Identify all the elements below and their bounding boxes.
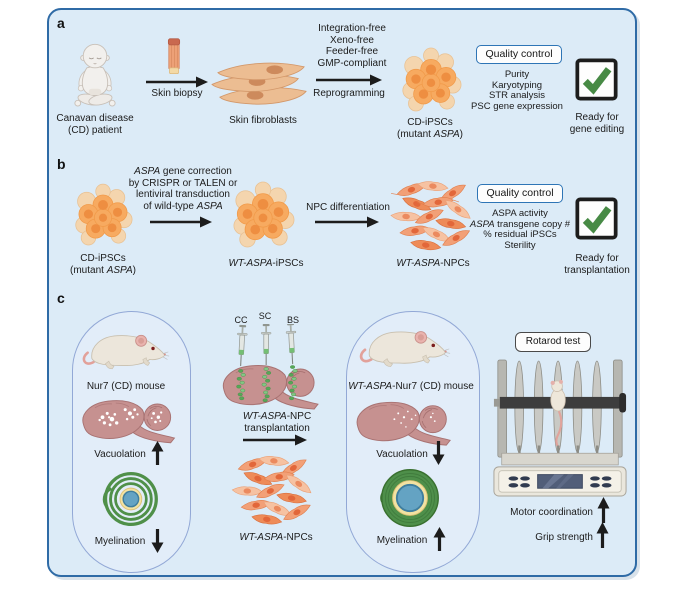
biopsy-punch-icon xyxy=(165,38,183,76)
vacuolated-brain-icon xyxy=(76,396,182,446)
transplantation-arrow-icon xyxy=(243,434,307,446)
wt-aspa-npc-cells-icon-c xyxy=(226,452,320,530)
loose-myelin-icon xyxy=(101,470,159,528)
injection-site-bs-label: BS xyxy=(286,315,299,325)
cd-ipsc-colony-icon xyxy=(400,47,462,113)
brain-injection-icon xyxy=(212,324,334,412)
checkmark-icon-b xyxy=(575,197,618,240)
arrow-up-icon-2 xyxy=(433,527,446,551)
checkmark-icon xyxy=(575,58,618,101)
wt-aspa-nur7-mouse-caption: WT-ASPA-Nur7 (CD) mouse xyxy=(348,381,474,392)
wt-aspa-npc-cells-icon xyxy=(390,177,474,256)
arrow-down-icon-2 xyxy=(432,441,445,465)
quality-control-box-b: Quality control xyxy=(477,184,563,203)
wt-aspa-ipsc-caption: WT-ASPA-iPSCs xyxy=(228,258,304,269)
quality-control-list-b: ASPA activity ASPA transgene copy # % re… xyxy=(469,208,571,251)
cd-ipsc-caption-b: CD-iPSCs (mutant ASPA) xyxy=(70,253,136,276)
motor-coordination-label: Motor coordination xyxy=(510,507,593,518)
skin-biopsy-arrow-icon xyxy=(146,76,208,88)
gene-correction-arrow-icon xyxy=(150,216,212,228)
panel-b-label: b xyxy=(57,156,66,172)
arrow-up-icon xyxy=(151,441,164,465)
nur7-mouse-caption: Nur7 (CD) mouse xyxy=(86,381,166,392)
skin-biopsy-label: Skin biopsy xyxy=(151,88,203,99)
mouse-icon xyxy=(80,327,170,375)
reprogramming-arrow-icon xyxy=(316,74,382,86)
rotarod-apparatus-icon xyxy=(492,356,628,500)
npc-differentiation-arrow-icon xyxy=(315,216,379,228)
wt-aspa-npc-caption-c: WT-ASPA-NPCs xyxy=(239,532,313,543)
reprogramming-conditions: Integration-free Xeno-free Feeder-free G… xyxy=(317,23,387,69)
gene-correction-label: ASPA gene correction by CRISPR or TALEN … xyxy=(128,166,238,212)
syringe-icon xyxy=(237,324,297,367)
quality-control-list-a: Purity Karyotyping STR analysis PSC gene… xyxy=(471,69,563,112)
ready-gene-editing-caption: Ready for gene editing xyxy=(569,112,625,135)
wt-aspa-npc-caption-b: WT-ASPA-NPCs xyxy=(396,258,470,269)
arrow-up-icon-motor xyxy=(597,497,610,523)
vacuolation-up-label: Vacuolation xyxy=(94,449,146,460)
myelination-down-label: Myelination xyxy=(94,536,146,547)
patient-baby-icon xyxy=(66,40,124,112)
vacuolation-down-label: Vacuolation xyxy=(376,449,428,460)
grip-strength-label: Grip strength xyxy=(535,532,593,543)
ready-transplantation-caption: Ready for transplantation xyxy=(564,253,630,276)
rotarod-test-label: Rotarod test xyxy=(515,332,591,352)
arrow-down-icon xyxy=(151,529,164,553)
panel-c-label: c xyxy=(57,290,65,306)
panel-a-label: a xyxy=(57,15,65,31)
patient-caption: Canavan disease (CD) patient xyxy=(56,113,134,136)
transplantation-label: WT-ASPA-NPC transplantation xyxy=(242,411,312,434)
cd-ipsc-caption: CD-iPSCs (mutant ASPA) xyxy=(397,117,463,140)
compact-myelin-icon xyxy=(378,466,442,530)
reprogramming-label: Reprogramming xyxy=(313,88,385,99)
fibroblasts-caption: Skin fibroblasts xyxy=(229,115,297,126)
arrow-up-icon-grip xyxy=(596,522,609,548)
quality-control-box-a: Quality control xyxy=(476,45,562,64)
fibroblasts-icon xyxy=(211,59,311,106)
myelination-up-label: Myelination xyxy=(376,535,428,546)
cd-ipsc-colony-icon-b xyxy=(73,183,133,247)
npc-differentiation-label: NPC differentiation xyxy=(306,202,390,213)
injection-site-cc-label: CC xyxy=(234,315,248,325)
mouse-icon-treated xyxy=(357,324,451,372)
recovered-brain-icon xyxy=(350,398,458,448)
injection-site-sc-label: SC xyxy=(258,311,272,321)
wt-aspa-ipsc-colony-icon xyxy=(231,181,295,249)
